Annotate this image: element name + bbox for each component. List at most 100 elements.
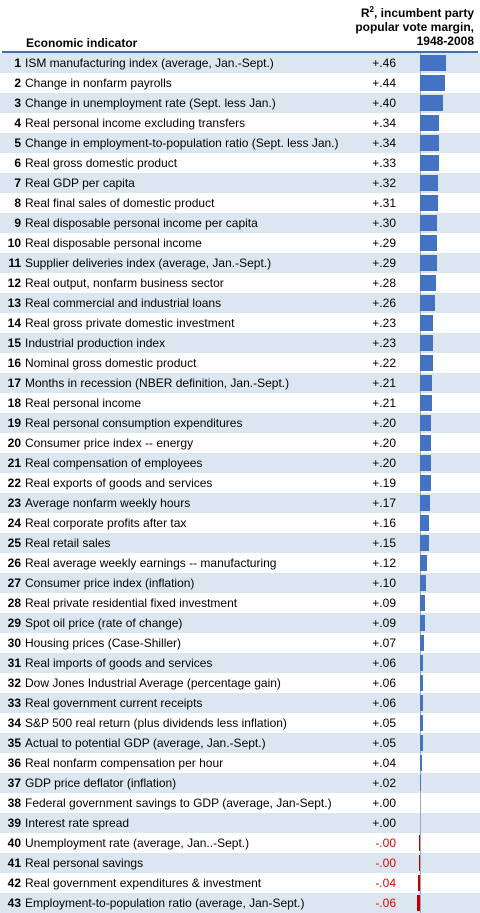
table-row: 40 Unemployment rate (average, Jan..-Sept…	[0, 833, 480, 853]
row-rank: 18	[7, 396, 21, 410]
table-row: 11 Supplier deliveries index (average, Ja…	[0, 253, 480, 273]
row-rank: 39	[7, 816, 21, 830]
bar	[420, 675, 424, 691]
table-row: 41 Real personal savings -.00	[0, 853, 480, 873]
row-rank: 2	[14, 76, 21, 90]
table-row: 33 Real government current receipts +.06	[0, 693, 480, 713]
table-row: 28 Real private residential fixed investm…	[0, 593, 480, 613]
row-rank: 31	[7, 656, 21, 670]
row-label: Real personal savings	[25, 856, 144, 870]
data-label: +.10	[372, 576, 396, 590]
zero-baseline	[420, 893, 421, 913]
row-label: Employment-to-population ratio (average,…	[25, 896, 305, 910]
zero-baseline	[420, 833, 421, 853]
data-label: +.07	[372, 636, 396, 650]
bar	[420, 355, 433, 371]
bar	[418, 855, 420, 871]
data-label: +.09	[372, 596, 396, 610]
data-label: +.04	[372, 756, 396, 770]
row-label: Real average weekly earnings -- manufact…	[25, 556, 277, 570]
data-label: +.00	[372, 796, 396, 810]
data-label: +.21	[372, 396, 396, 410]
table-row: 38 Federal government savings to GDP (ave…	[0, 793, 480, 813]
row-rank: 21	[7, 456, 21, 470]
row-rank: 26	[7, 556, 21, 570]
data-label: +.28	[372, 276, 396, 290]
bar	[420, 235, 437, 251]
row-rank: 14	[7, 316, 21, 330]
data-label: +.06	[372, 696, 396, 710]
bar	[420, 435, 432, 451]
data-label: +.05	[372, 736, 396, 750]
table-row: 30 Housing prices (Case-Shiller) +.07	[0, 633, 480, 653]
table-row: 39 Interest rate spread +.00	[0, 813, 480, 833]
row-rank: 33	[7, 696, 21, 710]
bar	[420, 75, 446, 91]
data-label: +.20	[372, 456, 396, 470]
row-label: Real corporate profits after tax	[25, 516, 187, 530]
row-label: Real nonfarm compensation per hour	[25, 756, 224, 770]
row-label: Industrial production index	[25, 336, 166, 350]
data-label: +.31	[372, 196, 396, 210]
data-label: +.29	[372, 256, 396, 270]
row-label: Actual to potential GDP (average, Jan.-S…	[25, 736, 266, 750]
row-label: Real retail sales	[25, 536, 111, 550]
table-row: 9 Real disposable personal income per cap…	[0, 213, 480, 233]
row-label: Nominal gross domestic product	[25, 356, 197, 370]
table-row: 35 Actual to potential GDP (average, Jan.…	[0, 733, 480, 753]
data-label: +.06	[372, 656, 396, 670]
bar	[420, 555, 427, 571]
table-row: 42 Real government expenditures & investm…	[0, 873, 480, 893]
data-label: +.30	[372, 216, 396, 230]
table-row: 31 Real imports of goods and services +.06	[0, 653, 480, 673]
row-label: Real personal income	[25, 396, 142, 410]
table-row: 14 Real gross private domestic investment…	[0, 313, 480, 333]
bar	[416, 895, 420, 911]
row-label: Real government expenditures & investmen…	[25, 876, 262, 890]
table-row: 10 Real disposable personal income +.29	[0, 233, 480, 253]
table-row: 8 Real final sales of domestic product +.3…	[0, 193, 480, 213]
row-rank: 30	[7, 636, 21, 650]
bar	[420, 655, 424, 671]
value-header-text: , incumbent party popular vote margin, 1…	[355, 6, 474, 48]
table-row: 12 Real output, nonfarm business sector +.…	[0, 273, 480, 293]
row-label: Change in employment-to-population ratio…	[25, 136, 339, 150]
data-label: +.34	[372, 116, 396, 130]
row-rank: 23	[7, 496, 21, 510]
table-row: 37 GDP price deflator (inflation) +.02	[0, 773, 480, 793]
data-label: +.02	[372, 776, 396, 790]
table-row: 7 Real GDP per capita +.32	[0, 173, 480, 193]
row-rank: 3	[14, 96, 21, 110]
data-label: +.12	[372, 556, 396, 570]
table-row: 16 Nominal gross domestic product +.22	[0, 353, 480, 373]
header-divider	[2, 51, 478, 53]
row-label: GDP price deflator (inflation)	[25, 776, 177, 790]
row-label: Real government current receipts	[25, 696, 203, 710]
data-label: -.00	[375, 836, 396, 850]
data-label: +.23	[372, 316, 396, 330]
row-label: Consumer price index (inflation)	[25, 576, 195, 590]
row-label: Real output, nonfarm business sector	[25, 276, 224, 290]
data-label: -.06	[375, 896, 396, 910]
row-rank: 28	[7, 596, 21, 610]
row-label: Real personal consumption expenditures	[25, 416, 243, 430]
row-label: Average nonfarm weekly hours	[25, 496, 191, 510]
bar	[420, 735, 423, 751]
row-label: Real compensation of employees	[25, 456, 203, 470]
row-label: Change in nonfarm payrolls	[25, 76, 172, 90]
row-rank: 36	[7, 756, 21, 770]
row-rank: 32	[7, 676, 21, 690]
table-row: 26 Real average weekly earnings -- manufa…	[0, 553, 480, 573]
data-label: +.44	[372, 76, 396, 90]
table-row: 5 Change in employment-to-population rati…	[0, 133, 480, 153]
zero-baseline	[420, 873, 421, 893]
row-rank: 10	[7, 236, 21, 250]
bar	[420, 215, 438, 231]
table-row: 25 Real retail sales +.15	[0, 533, 480, 553]
row-rank: 34	[7, 716, 21, 730]
row-rank: 17	[7, 376, 21, 390]
row-label: Consumer price index -- energy	[25, 436, 194, 450]
data-label: +.20	[372, 436, 396, 450]
bar	[420, 315, 434, 331]
